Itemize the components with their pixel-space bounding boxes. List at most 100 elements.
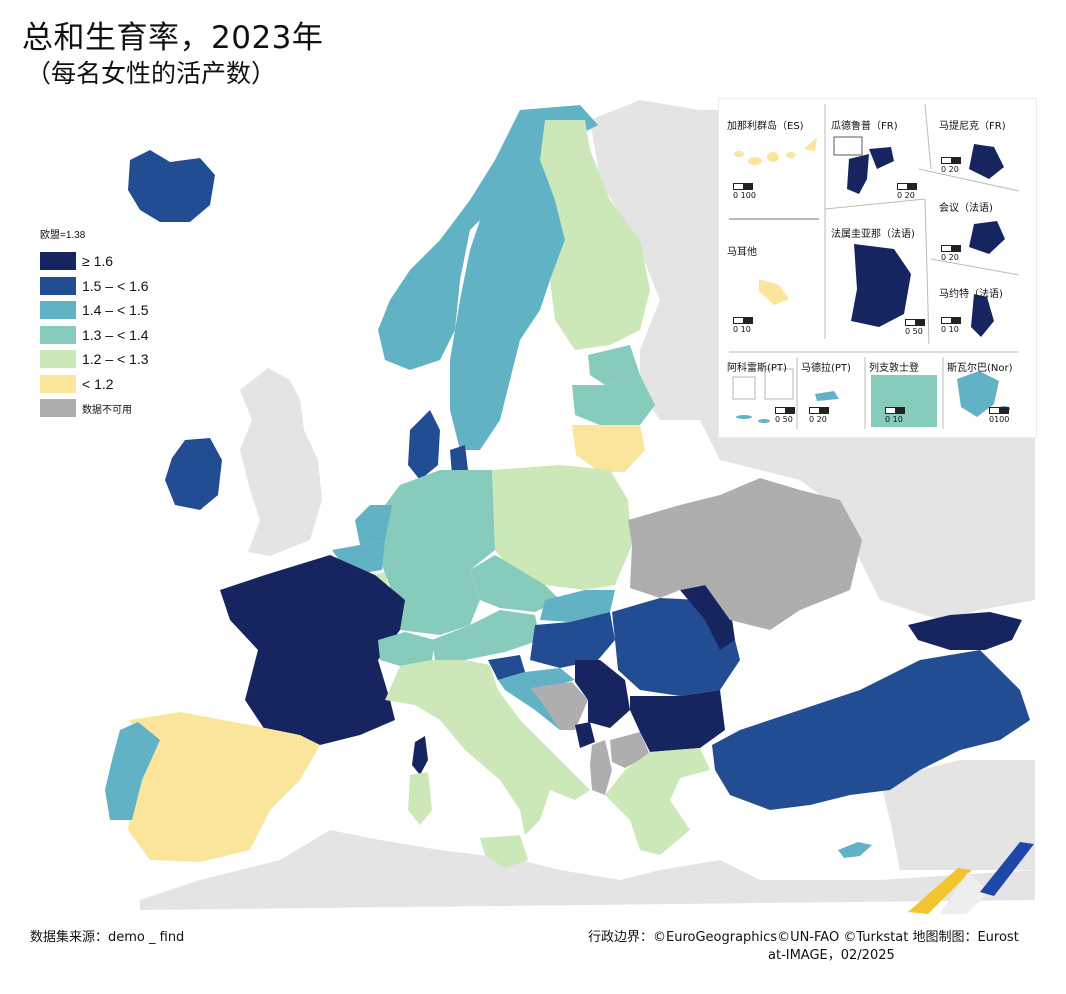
region-portugal bbox=[105, 722, 160, 820]
region-great-britain bbox=[240, 368, 322, 556]
region-ukraine bbox=[628, 478, 862, 630]
legend-label: 1.2 – < 1.3 bbox=[82, 351, 149, 368]
region-sweden bbox=[450, 150, 565, 450]
map-credit-line-2: at-IMAGE，02/2025 bbox=[768, 948, 895, 963]
inset-scale-liechtenstein: 0 10 bbox=[885, 407, 905, 424]
region-france bbox=[220, 555, 405, 745]
region-austria bbox=[432, 610, 540, 660]
region-netherlands bbox=[355, 505, 392, 545]
inset-scale-azores: 0 50 bbox=[775, 407, 795, 424]
eu-regions bbox=[105, 105, 1030, 868]
inset-scale-madeira: 0 20 bbox=[809, 407, 829, 424]
region-hungary bbox=[530, 612, 615, 668]
inset-label-svalbard: 斯瓦尔巴(Nor) bbox=[947, 363, 1013, 374]
legend-label: 1.5 – < 1.6 bbox=[82, 277, 149, 294]
inset-label-martinique: 马提尼克（FR) bbox=[939, 121, 1006, 132]
region-corsica bbox=[412, 736, 428, 775]
map-subtitle: （每名女性的活产数） bbox=[26, 59, 277, 88]
region-spain bbox=[128, 712, 320, 862]
region-albania bbox=[590, 740, 612, 795]
legend-item: ≥ 1.6 bbox=[40, 249, 220, 274]
inset-scale-malta: 0 10 bbox=[733, 317, 753, 334]
inset-scale-guadeloupe: 0 20 bbox=[897, 183, 917, 200]
inset-scale-canary: 0 100 bbox=[733, 183, 756, 200]
region-poland bbox=[492, 465, 632, 590]
inset-label-reunion: 会议（法语) bbox=[939, 203, 993, 214]
inset-shapes bbox=[729, 103, 1020, 429]
legend-swatch bbox=[40, 276, 76, 295]
legend-label: < 1.2 bbox=[82, 375, 114, 392]
region-cyprus bbox=[838, 842, 872, 858]
region-bosnia bbox=[530, 682, 588, 730]
mayotte-shape bbox=[971, 294, 994, 337]
region-north-africa bbox=[140, 830, 1035, 910]
malta-shape bbox=[759, 279, 789, 305]
region-estonia bbox=[588, 345, 640, 385]
region-italy bbox=[385, 660, 590, 835]
inset-label-azores: 阿科雷斯(PT) bbox=[727, 363, 787, 374]
inset-label-guadeloupe: 瓜德鲁普（FR) bbox=[831, 121, 898, 132]
legend-item: 数据不可用 bbox=[40, 396, 220, 421]
legend: 欧盟=1.38 ≥ 1.6 1.5 – < 1.6 1.4 – < 1.5 1.… bbox=[40, 226, 220, 421]
region-lithuania bbox=[572, 425, 645, 472]
legend-swatch bbox=[40, 374, 76, 393]
region-georgia bbox=[908, 612, 1022, 650]
guadeloupe-shape bbox=[833, 136, 894, 194]
inset-label-malta: 马耳他 bbox=[727, 247, 757, 258]
region-turkiye bbox=[712, 650, 1030, 810]
inset-scale-french-guiana: 0 50 bbox=[905, 319, 925, 336]
legend-swatch bbox=[40, 350, 76, 369]
inset-label-liechtenstein: 列支敦士登 bbox=[869, 363, 919, 374]
region-sardinia bbox=[408, 772, 432, 825]
legend-swatch bbox=[40, 301, 76, 320]
legend-eu-value: 欧盟=1.38 bbox=[40, 230, 86, 241]
inset-label-madeira: 马德拉(PT) bbox=[801, 363, 851, 374]
legend-item: 1.5 – < 1.6 bbox=[40, 274, 220, 299]
inset-label-french-guiana: 法属圭亚那（法语) bbox=[831, 229, 915, 240]
legend-label: 数据不可用 bbox=[82, 404, 132, 416]
region-bulgaria bbox=[630, 690, 725, 752]
region-ireland bbox=[165, 438, 222, 510]
region-iceland bbox=[128, 150, 215, 222]
legend-label: 1.4 – < 1.5 bbox=[82, 302, 149, 319]
legend-label: ≥ 1.6 bbox=[82, 253, 114, 270]
region-denmark bbox=[408, 410, 468, 480]
legend-swatch bbox=[40, 252, 76, 271]
region-serbia bbox=[575, 660, 630, 728]
region-montenegro bbox=[575, 722, 595, 748]
reunion-shape bbox=[969, 221, 1005, 254]
region-sicily bbox=[480, 835, 528, 868]
inset-scale-reunion: 0 20 bbox=[941, 245, 961, 262]
legend-swatch bbox=[40, 399, 76, 418]
legend-label: 1.3 – < 1.4 bbox=[82, 326, 149, 343]
inset-panel: 加那利群岛（ES) 0 100 瓜德鲁普（FR) 0 20 马提尼克（FR) 0… bbox=[718, 98, 1037, 438]
region-slovakia bbox=[540, 590, 615, 622]
region-czechia bbox=[470, 555, 560, 612]
data-source: 数据集来源：demo _ find bbox=[30, 930, 185, 945]
madeira-shape bbox=[815, 391, 839, 401]
inset-scale-martinique: 0 20 bbox=[941, 157, 961, 174]
canary-islands-shape bbox=[734, 137, 817, 165]
martinique-shape bbox=[969, 144, 1004, 179]
region-switzerland bbox=[378, 632, 435, 666]
region-finland bbox=[540, 120, 650, 350]
azores-shape bbox=[732, 368, 794, 423]
region-norway bbox=[378, 105, 598, 370]
inset-label-canary: 加那利群岛（ES) bbox=[727, 121, 804, 132]
map-title: 总和生育率，2023年 bbox=[22, 20, 324, 56]
region-slovenia bbox=[488, 655, 525, 680]
legend-item: 1.3 – < 1.4 bbox=[40, 323, 220, 348]
region-north-macedonia bbox=[610, 732, 650, 768]
inset-scale-mayotte: 0 10 bbox=[941, 317, 961, 334]
region-latvia bbox=[572, 375, 655, 425]
french-guiana-shape bbox=[851, 244, 911, 327]
legend-swatch bbox=[40, 325, 76, 344]
legend-item: < 1.2 bbox=[40, 372, 220, 397]
inset-scale-svalbard: 0100 bbox=[989, 407, 1009, 424]
legend-item: 1.4 – < 1.5 bbox=[40, 298, 220, 323]
region-greece bbox=[605, 748, 710, 855]
region-croatia bbox=[498, 668, 575, 730]
map-credit-line-1: 行政边界：©EuroGeographics©UN-FAO ©Turkstat 地… bbox=[588, 930, 1019, 945]
inset-label-mayotte: 马约特（法语) bbox=[939, 289, 1003, 300]
region-germany bbox=[380, 470, 495, 635]
